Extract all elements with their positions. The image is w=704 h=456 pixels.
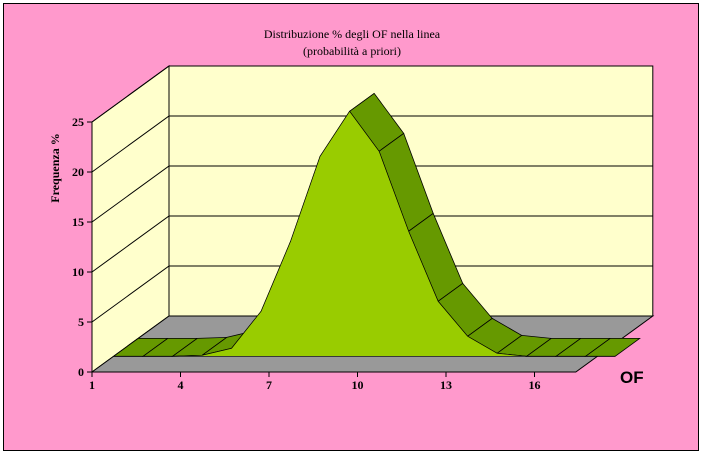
x-tick-label: 10 [352,378,364,392]
chart-subtitle: (probabilità a priori) [303,44,401,58]
axis-ticks: 0 5 10 15 20 25 1 4 7 10 13 16 [72,115,576,392]
chart-title: Distribuzione % degli OF nella linea [264,27,441,41]
y-tick-label: 5 [78,315,84,329]
y-tick-label: 25 [72,115,84,129]
y-tick-label: 10 [72,265,84,279]
x-tick-label: 7 [266,378,272,392]
series-area [112,92,641,357]
gridlines [91,65,653,323]
x-tick-label: 1 [89,378,95,392]
y-tick-label: 15 [72,215,84,229]
gridline [91,165,653,223]
y-tick-label: 0 [78,365,84,379]
x-axis-label: OF [620,368,644,387]
area-front-face [113,110,616,357]
gridline [91,115,653,173]
gridline [91,65,653,123]
y-axis-label: Frequenza % [48,133,62,202]
x-tick-label: 4 [178,378,184,392]
y-tick-label: 20 [72,165,84,179]
x-tick-label: 16 [529,378,541,392]
gridline [91,215,653,273]
gridline [91,265,653,323]
x-tick-label: 13 [440,378,452,392]
